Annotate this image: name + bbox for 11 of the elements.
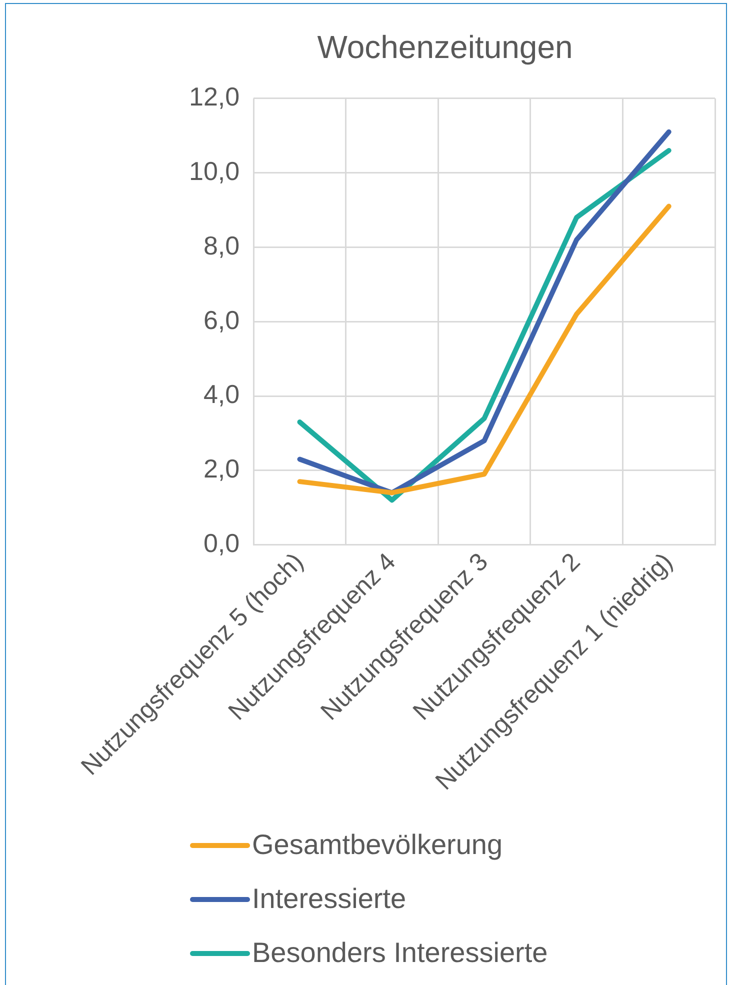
chart-title: Wochenzeitungen — [317, 29, 573, 66]
y-tick-label: 2,0 — [203, 454, 240, 484]
legend-label: Gesamtbevölkerung — [252, 829, 503, 861]
y-tick-label: 6,0 — [203, 304, 240, 335]
y-tick-label: 8,0 — [203, 230, 240, 260]
legend-label: Interessierte — [252, 883, 406, 915]
y-tick-label: 0,0 — [203, 528, 240, 558]
y-tick-label: 12,0 — [188, 82, 240, 112]
y-tick-label: 4,0 — [203, 379, 240, 410]
legend-label: Besonders Interessierte — [252, 937, 548, 969]
y-tick-label: 10,0 — [188, 156, 240, 186]
